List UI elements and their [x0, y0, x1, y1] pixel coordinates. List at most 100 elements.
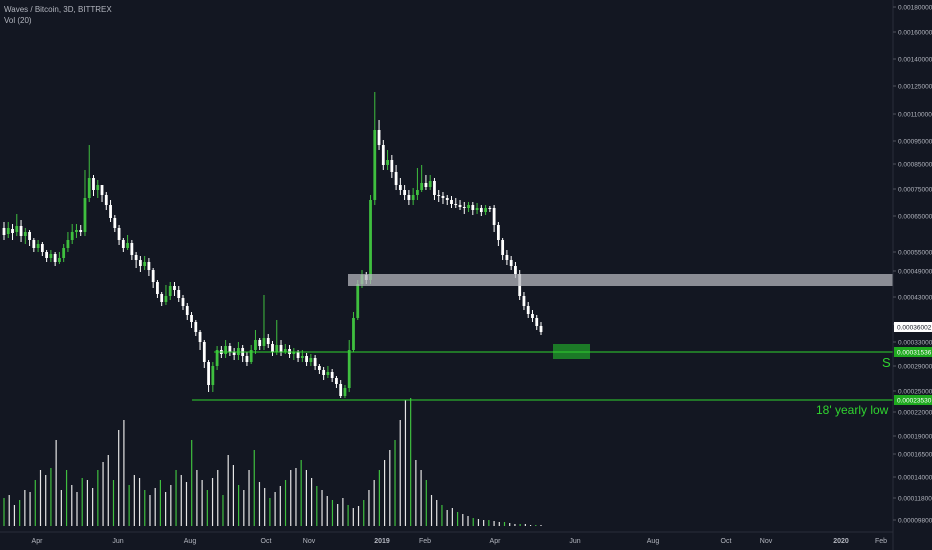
- svg-text:0.00023530: 0.00023530: [897, 397, 932, 404]
- candle: [113, 215, 117, 232]
- price-tick-label: 0.00180000: [898, 4, 932, 11]
- candle: [23, 228, 27, 244]
- candle: [356, 280, 360, 320]
- candle: [181, 295, 185, 310]
- candle: [70, 224, 74, 244]
- candle: [352, 312, 355, 352]
- candle: [467, 202, 470, 212]
- volume-indicator-label[interactable]: Vol (20): [4, 16, 32, 25]
- candle: [254, 330, 257, 354]
- candle: [479, 205, 483, 216]
- price-axis[interactable]: 0.00180000 0.00160000 0.00140000 0.00125000…: [893, 4, 932, 524]
- candle: [386, 150, 389, 170]
- candle: [164, 285, 168, 305]
- candle: [292, 348, 296, 360]
- candle: [28, 230, 31, 246]
- candle: [15, 214, 19, 236]
- candle: [79, 225, 83, 236]
- candle: [2, 222, 6, 240]
- candle: [416, 168, 419, 200]
- candle: [202, 340, 206, 368]
- candle: [40, 242, 44, 256]
- candle: [83, 170, 87, 236]
- price-tick-label: 0.00022000: [898, 409, 932, 416]
- candle: [275, 320, 279, 355]
- candle: [66, 232, 70, 252]
- time-tick-label: Nov: [303, 538, 316, 545]
- candle: [526, 302, 530, 318]
- candle: [177, 286, 181, 302]
- candle: [11, 224, 14, 240]
- price-tick-label: 0.00049000: [898, 268, 932, 275]
- candle: [58, 252, 61, 264]
- candle: [19, 220, 23, 242]
- time-tick-label: Oct: [721, 538, 732, 545]
- candle: [92, 175, 95, 196]
- candle: [185, 303, 189, 320]
- candle: [245, 352, 249, 366]
- candle: [224, 340, 228, 358]
- candle: [347, 340, 351, 392]
- candle: [249, 345, 253, 364]
- price-tick-label: 0.00160000: [898, 29, 932, 36]
- candle: [522, 292, 526, 310]
- candle: [433, 178, 436, 200]
- symbol-title[interactable]: Waves / Bitcoin, 3D, BITTREX: [4, 5, 112, 14]
- candle: [138, 256, 142, 272]
- candle: [539, 322, 543, 335]
- svg-text:0.00031536: 0.00031536: [897, 349, 932, 356]
- candle: [509, 256, 513, 270]
- time-tick-label: 2019: [374, 538, 390, 545]
- candle: [45, 250, 49, 262]
- candle: [398, 178, 402, 195]
- candle: [445, 195, 449, 205]
- candle: [496, 222, 500, 246]
- candle: [484, 205, 487, 215]
- candle: [279, 340, 283, 356]
- candle: [313, 355, 317, 370]
- candle: [441, 192, 445, 204]
- candle: [32, 238, 36, 252]
- price-tag-green: 0.00023530: [894, 395, 932, 405]
- candle: [505, 250, 509, 265]
- candle: [420, 165, 424, 192]
- candle: [394, 165, 398, 190]
- candle: [531, 310, 534, 322]
- candle: [305, 353, 308, 366]
- price-tick-label: 0.00043000: [898, 294, 932, 301]
- price-tick-label: 0.00011800: [898, 495, 932, 502]
- candle: [75, 224, 78, 238]
- candle: [403, 185, 407, 200]
- price-tick-label: 0.00033000: [898, 339, 932, 346]
- candle: [143, 256, 147, 270]
- price-tick-label: 0.00075000: [898, 186, 932, 193]
- volume-layer: [3, 398, 542, 526]
- price-tick-label: 0.00025000: [898, 388, 932, 395]
- candle: [450, 196, 453, 208]
- price-tag-current: 0.00036002: [894, 322, 932, 332]
- candle: [475, 203, 479, 214]
- candle: [156, 280, 159, 298]
- svg-text:0.00036002: 0.00036002: [897, 324, 932, 331]
- candle: [262, 295, 266, 350]
- candle: [373, 92, 377, 205]
- candle: [130, 240, 134, 260]
- candle: [326, 366, 330, 378]
- time-axis[interactable]: Apr Jun Aug Oct Nov 2019 Feb Apr Jun Aug Oct Nov 202…: [0, 531, 893, 545]
- price-tick-label: 0.00125000: [898, 83, 932, 90]
- candle: [266, 334, 270, 348]
- candle: [369, 195, 372, 284]
- price-tag-green: 0.00031536: [894, 347, 932, 357]
- price-tick-label: 0.00009800: [898, 517, 932, 524]
- candle: [87, 145, 91, 202]
- candle: [53, 252, 57, 266]
- price-tick-label: 0.00140000: [898, 56, 932, 63]
- time-tick-label: Feb: [875, 538, 887, 545]
- candle: [535, 315, 539, 330]
- price-tick-label: 0.00055000: [898, 249, 932, 256]
- candle: [428, 175, 432, 190]
- price-tick-label: 0.00014000: [898, 474, 932, 481]
- yearly-low-label: 18' yearly low: [816, 403, 889, 417]
- candle: [160, 292, 164, 306]
